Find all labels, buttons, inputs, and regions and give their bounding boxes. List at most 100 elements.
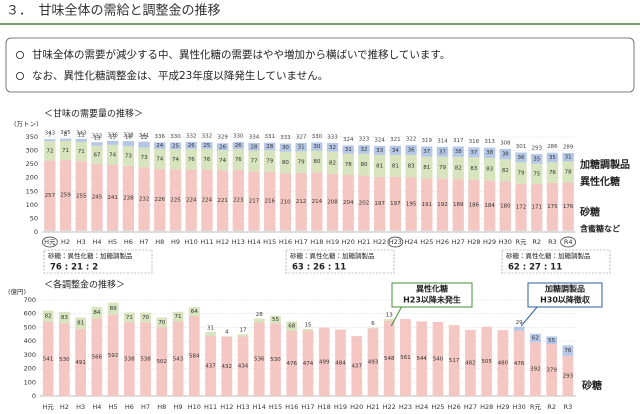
value-label: 259 — [60, 193, 71, 199]
value-label: 76 — [549, 170, 556, 176]
value-label: 17 — [240, 328, 247, 334]
bar-segment — [205, 331, 216, 337]
value-label: 30 — [313, 144, 320, 150]
bar-segment — [107, 302, 119, 315]
x-tick-label: R4 — [564, 238, 573, 246]
x-tick-label: H25 — [420, 238, 433, 246]
bar-segment — [374, 145, 386, 155]
ratio-label: 砂糖：異性化糖：加糖調製品 — [48, 251, 133, 260]
y-tick-label: 200 — [26, 174, 38, 182]
bar-segment — [270, 323, 281, 396]
total-label: 336 — [155, 134, 166, 140]
bar-segment — [270, 315, 281, 324]
value-label: 83 — [470, 166, 477, 172]
y-tick-label: 150 — [26, 187, 38, 195]
bar-segment — [513, 326, 525, 331]
bar-segment — [295, 230, 307, 232]
value-label: 13 — [386, 313, 393, 319]
total-label: 343 — [45, 131, 56, 137]
value-label: 493 — [368, 360, 379, 366]
x-tick-label: H22 — [373, 238, 386, 246]
bar-segment — [326, 151, 339, 174]
bar-segment — [531, 183, 543, 231]
x-tick-label: H21 — [366, 403, 379, 411]
x-tick-label: H14 — [247, 238, 260, 246]
bar-segment — [201, 148, 213, 170]
value-label: 36 — [518, 155, 525, 161]
value-label: 79 — [298, 160, 305, 166]
value-label: 225 — [170, 197, 181, 203]
chart-title: ＜各調整金の推移＞ — [44, 279, 125, 291]
bar-segment — [221, 336, 233, 396]
bar-segment — [358, 145, 370, 154]
value-label: 79 — [518, 170, 525, 176]
value-label: 74 — [219, 158, 226, 164]
bar-segment — [122, 141, 135, 146]
value-label: 29 — [516, 320, 523, 326]
value-label: 28 — [266, 144, 273, 150]
bullet-icon — [15, 51, 24, 60]
bar-segment — [483, 230, 496, 232]
value-label: 78 — [565, 170, 572, 176]
x-tick-label: H10 — [188, 403, 201, 411]
bar-segment — [107, 314, 119, 396]
x-tick-label: H2 — [61, 238, 70, 246]
bar-segment — [311, 172, 323, 231]
category-highlight — [560, 236, 576, 248]
x-tick-label: H29 — [483, 238, 496, 246]
y-tick-label: 500 — [24, 323, 36, 331]
value-label: 36 — [408, 148, 415, 154]
x-tick-label: H24 — [415, 403, 428, 411]
ratio-value: 63 : 26 : 11 — [292, 263, 346, 273]
ratio-box — [43, 249, 153, 274]
bar-segment — [154, 169, 166, 231]
bar-segment — [188, 307, 200, 316]
bar-segment — [253, 322, 265, 396]
bar-segment — [546, 162, 559, 183]
bar-segment — [448, 325, 460, 396]
value-label: 195 — [406, 201, 417, 207]
x-tick-label: H22 — [383, 403, 396, 411]
bar-segment — [295, 142, 307, 152]
value-label: 548 — [384, 356, 395, 362]
bar-segment — [201, 169, 213, 231]
value-label: 484 — [335, 360, 346, 366]
value-label: 25 — [172, 143, 179, 149]
value-label: 208 — [327, 200, 338, 206]
bar-segment — [295, 151, 307, 173]
value-label: 241 — [107, 195, 118, 201]
value-label: 232 — [139, 196, 150, 202]
x-tick-label: H6 — [125, 403, 134, 411]
bar-segment — [546, 344, 557, 396]
value-label: 82 — [455, 165, 462, 171]
value-label: 245 — [92, 195, 103, 201]
bar-segment — [389, 230, 402, 232]
value-label: 540 — [433, 356, 444, 362]
value-label: 191 — [422, 202, 433, 208]
bar-segment — [91, 145, 103, 164]
value-label: 255 — [76, 193, 87, 199]
total-label: 327 — [296, 134, 307, 140]
total-label: 333 — [280, 135, 291, 141]
value-label: 73 — [125, 153, 132, 159]
total-label: 301 — [516, 144, 527, 150]
y-tick-label: 400 — [24, 337, 36, 345]
value-label: 79 — [266, 159, 273, 165]
value-label: 538 — [140, 357, 151, 363]
total-label: 317 — [453, 138, 464, 144]
bar-segment — [216, 143, 229, 151]
y-tick-label: 600 — [24, 310, 36, 318]
bar-segment — [107, 164, 119, 231]
x-tick-label: H30 — [499, 238, 512, 246]
value-label: 176 — [563, 204, 574, 210]
value-label: 223 — [233, 198, 244, 204]
bar-segment — [326, 173, 339, 231]
value-label: 224 — [186, 197, 197, 203]
value-label: 11 — [78, 132, 85, 138]
bar-segment — [59, 140, 72, 161]
x-tick-label: H30 — [513, 403, 526, 411]
bar-segment — [405, 230, 417, 232]
y-tick-label: 0 — [32, 392, 36, 400]
bar-segment — [59, 311, 70, 324]
bar-segment — [562, 355, 574, 396]
